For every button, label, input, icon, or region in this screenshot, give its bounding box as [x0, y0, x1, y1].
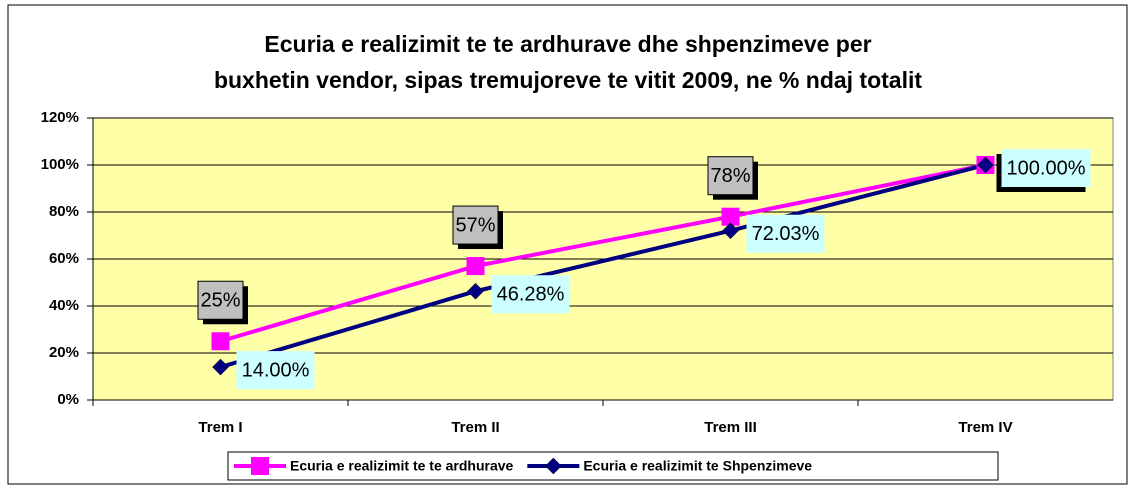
data-label: 57% — [455, 214, 495, 236]
marker — [721, 207, 740, 226]
label-box — [452, 205, 499, 245]
x-tick-label: Trem III — [704, 419, 757, 436]
x-tick-label: Trem II — [451, 419, 499, 436]
label-box — [707, 156, 754, 196]
series-line — [219, 163, 986, 344]
y-tick-label: 40% — [49, 297, 79, 314]
data-label: 72.03% — [752, 223, 820, 245]
label-box — [236, 351, 315, 390]
legend-box — [227, 451, 999, 481]
x-tick-label: Trem I — [198, 419, 242, 436]
marker — [544, 457, 562, 475]
x-tick-label: Trem IV — [958, 419, 1012, 436]
marker — [251, 457, 269, 475]
series-line — [219, 163, 986, 370]
y-tick-label: 80% — [49, 203, 79, 220]
data-label: 14.00% — [242, 359, 310, 381]
y-tick-label: 20% — [49, 344, 79, 361]
legend-label: Ecuria e realizimit te Shpenzimeve — [583, 458, 812, 474]
y-tick-label: 100% — [41, 156, 79, 173]
label-box — [746, 214, 825, 253]
legend-label: Ecuria e realizimit te te ardhurave — [290, 458, 514, 474]
data-label: 100.00% — [1007, 157, 1086, 179]
label-box — [1001, 149, 1091, 187]
data-label: 78% — [710, 165, 750, 187]
y-tick-label: 0% — [57, 391, 79, 408]
marker — [467, 282, 484, 300]
label-box — [197, 280, 244, 320]
marker — [212, 358, 229, 376]
data-label: 46.28% — [497, 284, 565, 306]
marker — [722, 222, 739, 240]
marker — [466, 257, 485, 276]
y-tick-label: 120% — [41, 109, 79, 126]
marker — [977, 156, 994, 174]
data-label: 25% — [200, 290, 240, 312]
chart-title: buxhetin vendor, sipas tremujoreve te vi… — [214, 67, 922, 93]
y-tick-label: 60% — [49, 250, 79, 267]
chart-title: Ecuria e realizimit te te ardhurave dhe … — [264, 31, 871, 57]
label-box — [491, 275, 570, 314]
marker — [211, 332, 230, 351]
